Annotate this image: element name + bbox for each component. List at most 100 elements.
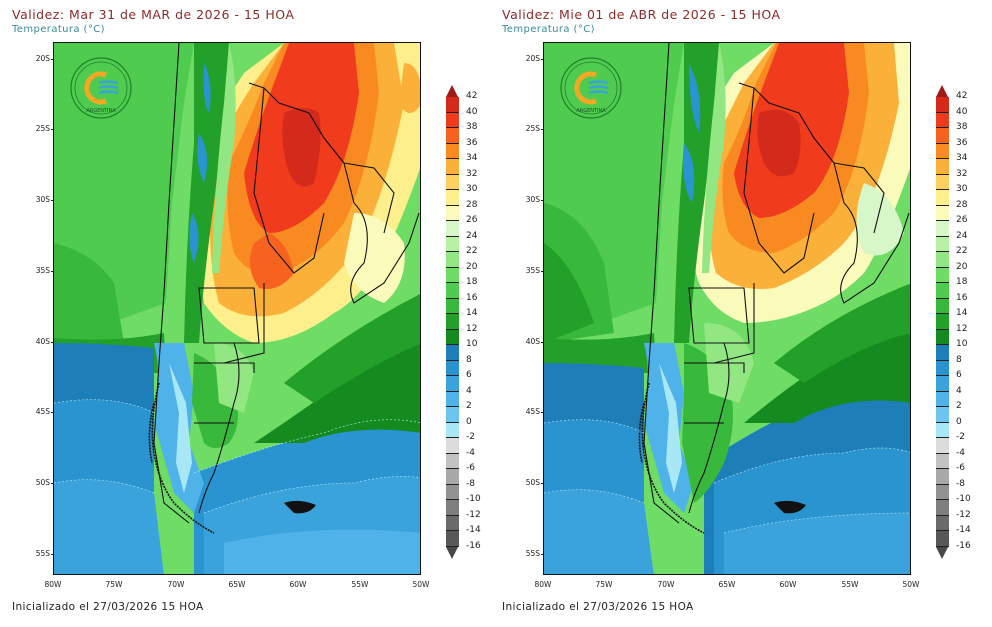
lon-tick: 50W [902,580,920,589]
lon-tick: 80W [44,580,62,589]
colorbar-segment [936,128,949,144]
lat-tick: 20S [516,54,544,63]
panel-subtitle: Temperatura (°C) [12,24,105,35]
colorbar-label: 0 [466,416,472,427]
colorbar-segment [936,205,949,221]
colorbar-label: 40 [466,106,478,117]
colorbar-max-arrow [936,85,948,97]
colorbar-segment [446,221,459,237]
colorbar-segment [446,97,459,113]
colorbar-segment [936,484,949,500]
colorbar-segment [936,112,949,128]
colorbar-segment [936,283,949,299]
lat-tick: 50S [26,478,54,487]
colorbar-label: 42 [956,91,968,101]
lat-tick: 25S [26,124,54,133]
colorbar-segment [936,298,949,314]
lat-tick: 55S [26,549,54,558]
colorbar-label: 2 [466,401,472,411]
colorbar-segment [936,407,949,423]
colorbar-segment [936,469,949,485]
colorbar-label: -10 [956,494,971,504]
colorbar-label: 22 [956,246,968,256]
colorbar-label: 38 [466,122,478,132]
colorbar-segment [446,484,459,500]
colorbar-label: 14 [956,308,968,318]
colorbar-min-arrow [936,546,948,559]
colorbar-label: 4 [466,385,472,396]
lon-tick: 75W [595,580,613,589]
colorbar-segment [936,329,949,345]
colorbar-label: 40 [956,106,968,117]
colorbar-label: 36 [956,137,968,148]
colorbar-label: 0 [956,416,962,427]
temperature-map: ARGENTINA [543,42,911,575]
colorbar-segment [936,391,949,407]
colorbar-segment [936,267,949,283]
colorbar-segment [936,531,949,547]
colorbar-max-arrow [446,85,458,97]
colorbar-label: 18 [956,277,968,287]
colorbar-label: -4 [956,447,965,458]
colorbar-label: 18 [466,277,478,287]
colorbar-label: 22 [466,246,478,256]
lat-tick: 45S [516,407,544,416]
colorbar-segment [446,112,459,128]
colorbar-label: 2 [956,401,962,411]
colorbar-label: 16 [466,292,478,303]
colorbar-label: -12 [956,509,971,520]
colorbar-label: 24 [956,230,968,241]
colorbar-label: 30 [956,184,968,194]
colorbar-label: 32 [466,168,478,179]
lat-tick: 30S [26,195,54,204]
lat-tick: 35S [26,266,54,275]
colorbar-label: -12 [466,509,481,520]
temperature-field [544,43,910,574]
colorbar-segment [936,236,949,252]
lon-tick: 55W [841,580,859,589]
lat-tick: 30S [516,195,544,204]
colorbar-segment [446,236,459,252]
colorbar-label: -10 [466,494,481,504]
colorbar-segment [446,143,459,159]
smn-argentina-logo-icon: ARGENTINA [560,57,622,119]
forecast-panel-abr01: Validez: Mie 01 de ABR de 2026 - 15 HOA … [490,0,986,627]
colorbar-label: 20 [466,261,478,272]
colorbar-label: 28 [466,199,478,210]
colorbar-segment [936,515,949,531]
colorbar-label: 4 [956,385,962,396]
colorbar-segment [446,298,459,314]
colorbar-segment [446,407,459,423]
colorbar-label: 20 [956,261,968,272]
colorbar-label: -8 [466,478,475,489]
lon-tick: 70W [167,580,185,589]
colorbar-segment [446,159,459,175]
colorbar-segment [446,360,459,376]
temperature-map: ARGENTINA [53,42,421,575]
colorbar-label: 42 [466,91,478,101]
colorbar-label: -2 [956,432,965,442]
colorbar-segment [446,267,459,283]
colorbar-segment [936,345,949,361]
colorbar-segment [936,190,949,206]
colorbar-label: 30 [466,184,478,194]
svg-text:ARGENTINA: ARGENTINA [86,108,116,114]
colorbar-segment [936,314,949,330]
panel-subtitle: Temperatura (°C) [502,24,595,35]
colorbar-label: -14 [466,525,481,535]
colorbar-label: 32 [956,168,968,179]
colorbar-segment [446,205,459,221]
lat-tick: 50S [516,478,544,487]
colorbar-segment [446,345,459,361]
colorbar-segment [446,469,459,485]
lon-tick: 70W [657,580,675,589]
lon-tick: 65W [718,580,736,589]
panel-title: Validez: Mie 01 de ABR de 2026 - 15 HOA [502,7,781,22]
lat-tick: 40S [516,337,544,346]
colorbar-label: 14 [466,308,478,318]
colorbar-label: 8 [466,354,472,365]
colorbar-segment [446,438,459,454]
colorbar-segment [446,453,459,469]
colorbar-segment [936,360,949,376]
colorbar-label: 34 [466,153,478,163]
